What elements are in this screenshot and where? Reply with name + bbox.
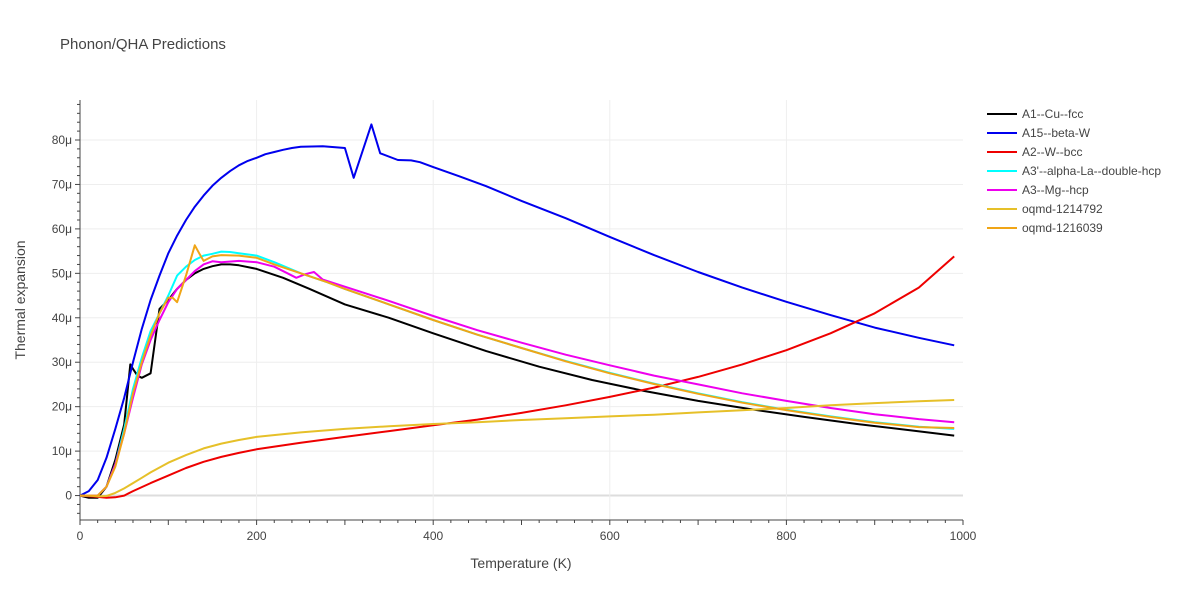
x-tick-label: 600	[600, 529, 620, 543]
x-tick-label: 800	[776, 529, 796, 543]
legend-item-2[interactable]: A15--beta-W	[987, 126, 1091, 140]
y-tick-label: 80μ	[52, 133, 72, 147]
legend-label: oqmd-1214792	[1022, 202, 1103, 216]
legend-label: A15--beta-W	[1022, 126, 1091, 140]
legend-label: A3'--alpha-La--double-hcp	[1022, 164, 1161, 178]
x-tick-label: 200	[247, 529, 267, 543]
legend-item-6[interactable]: oqmd-1214792	[987, 202, 1103, 216]
y-tick-label: 0	[65, 489, 72, 503]
x-axis-title: Temperature (K)	[470, 555, 571, 571]
series-line-1	[79, 263, 955, 499]
legend-label: A1--Cu--fcc	[1022, 107, 1083, 121]
series-line-6	[80, 399, 955, 498]
legend-label: A3--Mg--hcp	[1022, 183, 1089, 197]
legend-item-3[interactable]: A2--W--bcc	[987, 145, 1082, 159]
x-tick-label: 400	[423, 529, 443, 543]
y-axis-title: Thermal expansion	[12, 240, 28, 359]
legend-item-7[interactable]: oqmd-1216039	[987, 221, 1103, 235]
series-line-7	[80, 244, 955, 497]
series-line-2	[79, 123, 955, 497]
chart-title: Phonon/QHA Predictions	[60, 36, 226, 53]
legend-label: A2--W--bcc	[1022, 145, 1082, 159]
legend-item-1[interactable]: A1--Cu--fcc	[987, 107, 1083, 121]
axis-layer: 0 10μ 20μ 30μ 40μ 50μ 60μ 70μ 80μ 0 200 400 600 800 10…	[52, 100, 977, 543]
y-tick-label: 50μ	[52, 266, 72, 280]
legend[interactable]: A1--Cu--fcc A15--beta-W A2--W--bcc A3'--alp…	[987, 107, 1161, 235]
series-layer	[79, 123, 955, 499]
y-tick-label: 20μ	[52, 400, 72, 414]
grid-layer	[80, 100, 963, 520]
legend-label: oqmd-1216039	[1022, 221, 1103, 235]
x-tick-label: 0	[77, 529, 84, 543]
y-tick-label: 40μ	[52, 311, 72, 325]
series-line-3	[79, 255, 955, 499]
y-tick-label: 10μ	[52, 444, 72, 458]
y-tick-label: 70μ	[52, 177, 72, 191]
y-tick-label: 60μ	[52, 222, 72, 236]
x-tick-label: 1000	[950, 529, 977, 543]
legend-item-5[interactable]: A3--Mg--hcp	[987, 183, 1089, 197]
legend-item-4[interactable]: A3'--alpha-La--double-hcp	[987, 164, 1161, 178]
y-tick-label: 30μ	[52, 355, 72, 369]
